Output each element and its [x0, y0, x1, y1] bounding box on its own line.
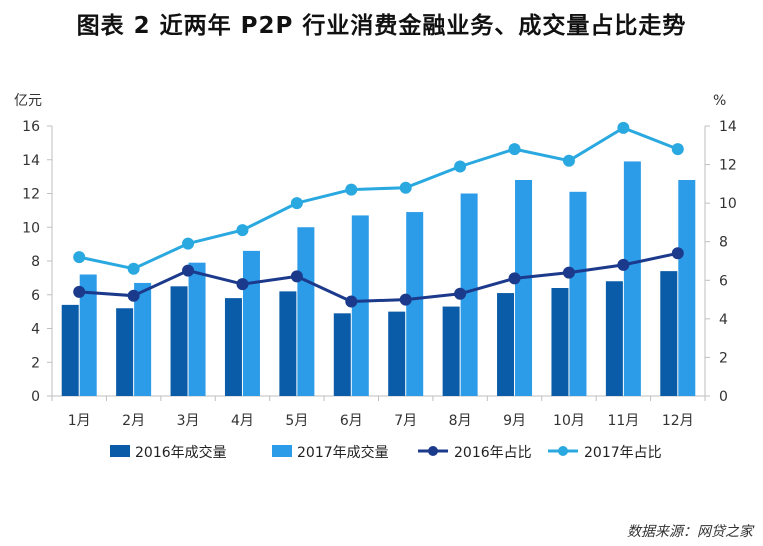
left-tick-label: 12: [22, 187, 40, 203]
x-tick-label: 9月: [503, 413, 526, 429]
right-tick-label: 6: [719, 273, 728, 289]
point-2017: [290, 197, 303, 210]
point-2017: [236, 224, 249, 237]
bar-2016: [224, 298, 242, 396]
bar-2016: [170, 286, 188, 396]
bar-2017: [297, 227, 315, 396]
bar-2016: [660, 271, 678, 396]
legend: 2016年成交量 2017年成交量 2016年占比 2017年占比: [110, 444, 662, 461]
point-2016: [236, 278, 249, 291]
point-2016: [182, 264, 195, 277]
right-tick-label: 8: [719, 235, 728, 251]
bar-2017: [515, 180, 533, 396]
legend-label: 2017年占比: [584, 445, 662, 461]
bar-2016: [61, 304, 79, 396]
bars: [61, 161, 696, 396]
bar-2016: [551, 288, 569, 396]
right-tick-label: 4: [719, 312, 728, 328]
point-2016: [454, 287, 467, 300]
bar-2017: [242, 250, 260, 396]
bar-2016: [388, 311, 406, 396]
point-2017: [562, 154, 575, 167]
source-note: 数据来源：网贷之家: [627, 524, 753, 540]
point-2016: [562, 266, 575, 279]
left-tick-label: 16: [22, 119, 40, 135]
x-tick-label: 6月: [340, 413, 363, 429]
right-tick-label: 12: [719, 158, 737, 174]
bar-2016: [116, 308, 134, 396]
bar-2017: [569, 191, 587, 396]
point-2017: [127, 262, 140, 275]
point-2017: [345, 183, 358, 196]
point-2017: [671, 143, 684, 156]
bar-2016: [442, 306, 460, 396]
x-tick-label: 4月: [231, 413, 254, 429]
left-tick-label: 2: [31, 355, 40, 371]
point-2016: [399, 293, 412, 306]
legend-swatch: [110, 445, 130, 457]
point-2016: [290, 270, 303, 283]
point-2016: [671, 247, 684, 260]
x-tick-label: 2月: [122, 413, 145, 429]
bar-2017: [678, 180, 696, 396]
point-2017: [454, 160, 467, 173]
x-tick-label: 5月: [285, 413, 308, 429]
legend-label: 2016年成交量: [135, 444, 227, 461]
bar-2017: [134, 282, 152, 396]
bar-2017: [623, 161, 641, 396]
axes: 0 2 4 6 8 10 12 14 16 0 2 4 6 8 10 12 14 1月 2月 3月 4月 5月 6月 7月 8月…: [22, 119, 737, 429]
left-tick-label: 4: [31, 322, 40, 338]
series-line-2017: [78, 126, 679, 271]
point-2016: [73, 285, 86, 298]
left-tick-label: 0: [31, 389, 40, 405]
left-tick-label: 8: [31, 254, 40, 270]
lines: [73, 121, 684, 308]
right-tick-label: 2: [719, 350, 728, 366]
x-tick-label: 11月: [607, 413, 639, 429]
legend-marker: [558, 446, 568, 456]
x-tick-label: 3月: [177, 413, 200, 429]
bar-2016: [605, 281, 623, 396]
x-tick-label: 10月: [553, 413, 585, 429]
point-2017: [617, 121, 630, 134]
bar-2017: [188, 262, 206, 396]
x-tick-label: 1月: [68, 413, 91, 429]
point-2017: [182, 237, 195, 250]
point-2016: [508, 272, 521, 285]
x-tick-label: 8月: [449, 413, 472, 429]
legend-swatch: [272, 445, 292, 457]
series-line-2016: [79, 251, 679, 303]
bar-2017: [406, 212, 424, 396]
right-axis-unit: %: [713, 93, 726, 109]
bar-2016: [279, 291, 297, 396]
left-tick-label: 6: [31, 288, 40, 304]
bar-2016: [333, 313, 351, 396]
point-2016: [345, 295, 358, 308]
point-2016: [127, 289, 140, 302]
right-tick-label: 10: [719, 196, 737, 212]
x-tick-label: 12月: [662, 413, 694, 429]
x-tick-label: 7月: [394, 413, 417, 429]
right-tick-label: 14: [719, 119, 737, 135]
legend-label: 2016年占比: [454, 445, 532, 461]
legend-label: 2017年成交量: [297, 444, 389, 461]
left-tick-label: 10: [22, 220, 40, 236]
left-axis-unit: 亿元: [14, 93, 42, 109]
point-2017: [508, 143, 521, 156]
bar-2017: [79, 274, 97, 396]
legend-marker: [428, 446, 438, 456]
right-tick-label: 0: [719, 389, 728, 405]
left-tick-label: 14: [22, 153, 40, 169]
chart-title: 图表 2 近两年 P2P 行业消费金融业务、成交量占比走势: [76, 13, 687, 39]
bar-2016: [497, 293, 515, 396]
bar-2017: [460, 193, 478, 396]
point-2017: [399, 181, 412, 194]
bar-2017: [351, 215, 369, 396]
point-2016: [617, 258, 630, 271]
point-2017: [73, 251, 86, 264]
